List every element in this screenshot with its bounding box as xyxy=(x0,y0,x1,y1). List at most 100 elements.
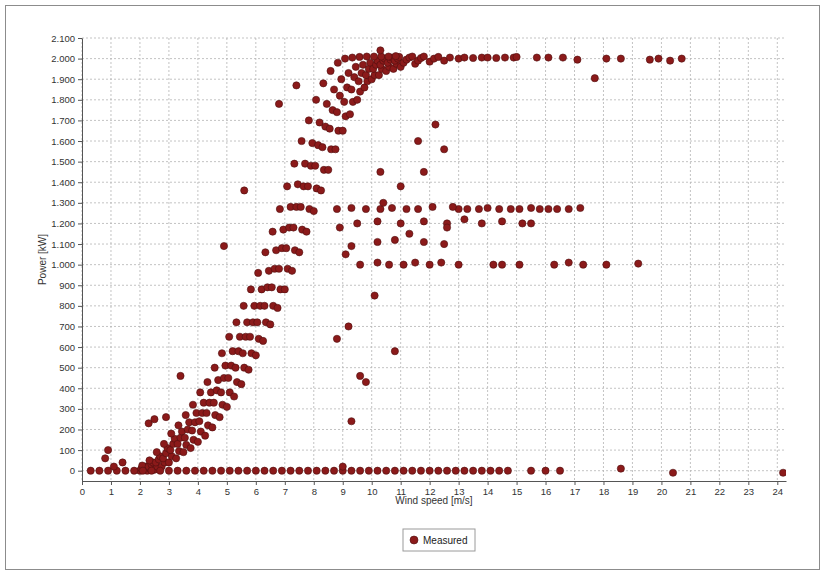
outer-frame xyxy=(6,6,820,570)
point xyxy=(191,467,198,474)
point xyxy=(565,205,572,212)
grid xyxy=(82,38,786,481)
point xyxy=(326,125,333,132)
point xyxy=(180,449,187,456)
point xyxy=(554,205,561,212)
point xyxy=(153,449,160,456)
x-tick: 15 xyxy=(512,481,523,497)
point xyxy=(204,378,211,385)
point xyxy=(304,183,311,190)
grid-line-y xyxy=(82,388,786,389)
x-tick-mark xyxy=(632,481,633,485)
point xyxy=(252,467,259,474)
point xyxy=(470,467,477,474)
x-tick-label: 4 xyxy=(196,486,201,497)
point xyxy=(232,364,239,371)
x-tick: 4 xyxy=(196,481,201,497)
point xyxy=(443,467,450,474)
point xyxy=(513,53,520,60)
point xyxy=(678,55,685,62)
y-tick: 600 xyxy=(59,342,82,353)
point xyxy=(556,467,563,474)
grid-line-x xyxy=(400,38,401,481)
grid-line-x xyxy=(748,38,749,481)
point xyxy=(259,337,266,344)
x-tick: 20 xyxy=(657,481,668,497)
point xyxy=(669,469,676,476)
x-tick-mark xyxy=(575,481,576,485)
x-tick-mark xyxy=(285,481,286,485)
point xyxy=(296,467,303,474)
point xyxy=(391,348,398,355)
point xyxy=(305,117,312,124)
point xyxy=(449,203,456,210)
x-tick: 1 xyxy=(109,481,114,497)
point xyxy=(275,265,282,272)
y-tick: 1.200 xyxy=(51,218,82,229)
x-tick-mark xyxy=(198,481,199,485)
x-tick-mark xyxy=(227,481,228,485)
point xyxy=(342,251,349,258)
point xyxy=(336,224,343,231)
point xyxy=(355,78,362,85)
point xyxy=(348,243,355,250)
grid-line-x xyxy=(429,38,430,481)
point xyxy=(210,399,217,406)
x-tick-mark xyxy=(314,481,315,485)
point xyxy=(603,55,610,62)
y-tick-label: 2.100 xyxy=(51,33,75,44)
x-tick-label: 7 xyxy=(283,486,288,497)
point xyxy=(354,96,361,103)
y-tick-mark xyxy=(78,471,82,472)
grid-line-y xyxy=(82,326,786,327)
point xyxy=(352,63,359,70)
point xyxy=(349,54,356,61)
point xyxy=(426,261,433,268)
point xyxy=(420,218,427,225)
point xyxy=(96,467,103,474)
point xyxy=(527,220,534,227)
grid-line-x xyxy=(82,38,83,481)
point xyxy=(348,418,355,425)
point xyxy=(565,259,572,266)
point xyxy=(339,127,346,134)
point xyxy=(392,53,399,60)
point xyxy=(104,446,111,453)
y-tick: 1.900 xyxy=(51,74,82,85)
point xyxy=(498,261,505,268)
point xyxy=(122,467,129,474)
point xyxy=(357,467,364,474)
point xyxy=(148,467,155,474)
point xyxy=(304,467,311,474)
x-tick-mark xyxy=(343,481,344,485)
point xyxy=(211,364,218,371)
x-tick-label: 23 xyxy=(744,486,755,497)
point xyxy=(551,261,558,268)
point xyxy=(254,319,261,326)
point xyxy=(284,183,291,190)
point xyxy=(487,467,494,474)
grid-line-y xyxy=(82,305,786,306)
point xyxy=(496,205,503,212)
point xyxy=(461,216,468,223)
x-tick: 9 xyxy=(341,481,346,497)
x-tick-label: 14 xyxy=(483,486,494,497)
y-tick: 800 xyxy=(59,300,82,311)
x-tick-label: 22 xyxy=(715,486,726,497)
point xyxy=(288,267,295,274)
point xyxy=(317,187,324,194)
grid-line-x xyxy=(371,38,372,481)
grid-line-x xyxy=(777,38,778,481)
point xyxy=(174,467,181,474)
y-tick-label: 1.900 xyxy=(51,74,75,85)
grid-line-y xyxy=(82,285,786,286)
x-tick: 23 xyxy=(744,481,755,497)
point xyxy=(230,393,237,400)
point xyxy=(131,467,138,474)
y-tick-mark xyxy=(78,182,82,183)
x-tick: 10 xyxy=(367,481,378,497)
point xyxy=(239,350,246,357)
point xyxy=(168,430,175,437)
point xyxy=(334,59,341,66)
point xyxy=(313,467,320,474)
